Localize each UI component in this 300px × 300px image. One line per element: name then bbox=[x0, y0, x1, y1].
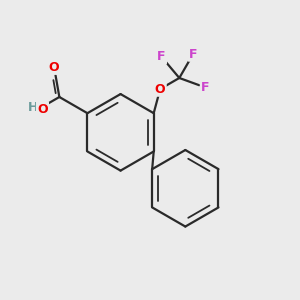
Text: O: O bbox=[37, 103, 48, 116]
Text: F: F bbox=[189, 47, 197, 61]
Text: O: O bbox=[49, 61, 59, 74]
Text: O: O bbox=[155, 82, 166, 95]
Text: F: F bbox=[201, 81, 210, 94]
Text: F: F bbox=[157, 50, 166, 63]
Text: H: H bbox=[28, 101, 38, 114]
